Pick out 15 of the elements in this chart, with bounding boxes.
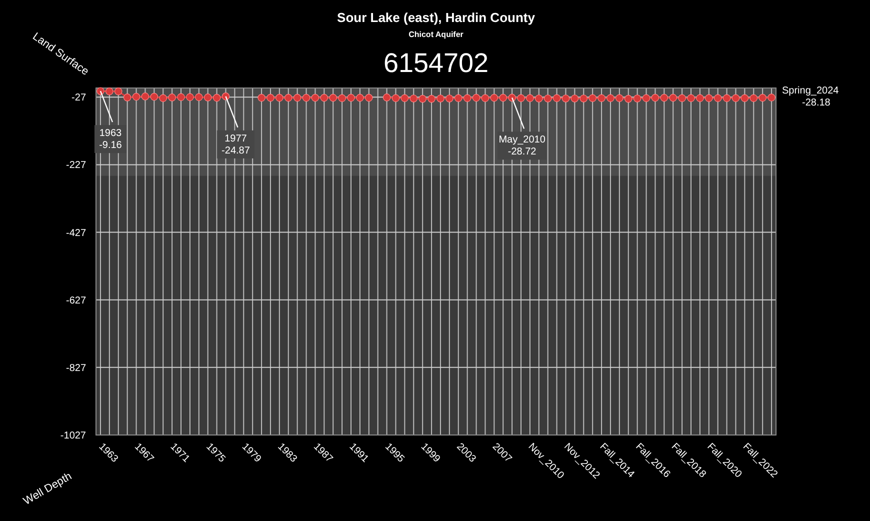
chart-subtitle: Chicot Aquifer	[408, 30, 464, 39]
annotation: May_2010 -28.72	[498, 134, 546, 158]
y-tick-label: -827	[66, 362, 86, 374]
y-tick-label: -227	[66, 160, 86, 172]
y-tick-label: -1027	[60, 430, 86, 442]
annotation: 1977 -24.87	[222, 133, 250, 156]
y-tick-label: -27	[72, 92, 86, 104]
text: Spring_2024 -28.18	[782, 86, 840, 109]
x-tick-label: 1987	[311, 441, 335, 466]
x-tick-label: 1967	[132, 441, 156, 466]
chart-title: Sour Lake (east), Hardin County	[337, 10, 536, 25]
y-tick-label: -627	[66, 295, 86, 306]
annotation: 1963 -9.16	[99, 128, 122, 152]
text: 6154702	[383, 48, 489, 78]
y-tick-label: -427	[66, 228, 86, 239]
